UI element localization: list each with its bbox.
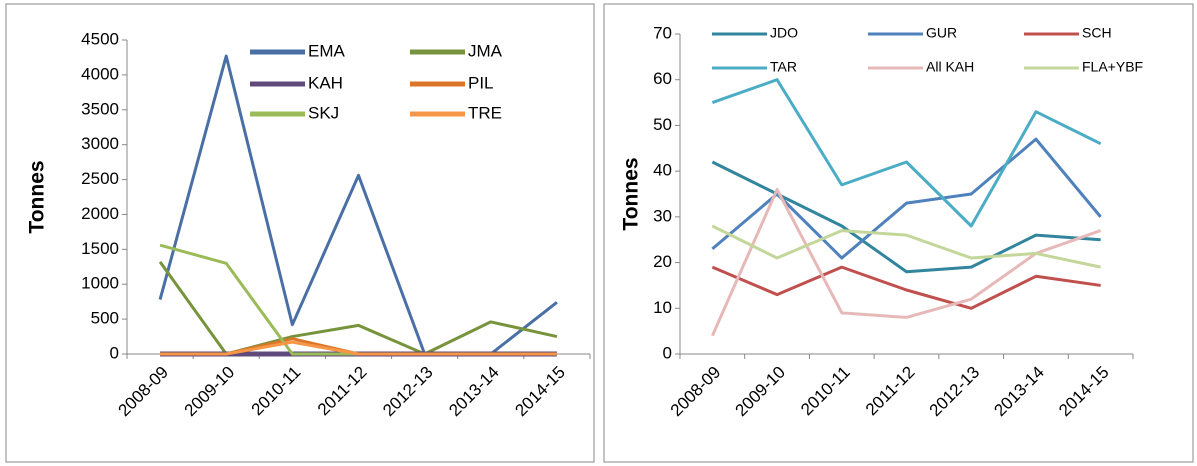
x-tick-label: 2009-10	[732, 363, 790, 421]
x-tick-label: 2011-12	[314, 363, 371, 420]
x-tick-label: 2014-15	[1055, 363, 1113, 421]
legend-label: KAH	[308, 73, 343, 92]
y-tick-label: 0	[663, 343, 672, 362]
y-tick-label: 2000	[81, 204, 119, 223]
legend-label: SCH	[1082, 25, 1112, 41]
series-line	[711, 224, 1101, 269]
x-tick-label: 2013-14	[445, 363, 503, 421]
series-line	[158, 54, 558, 356]
y-axis-label: Tonnes	[620, 157, 643, 230]
series-line	[711, 78, 1102, 228]
x-tick-label: 2014-15	[511, 363, 569, 421]
y-tick-label: 3000	[81, 134, 119, 153]
y-tick-label: 60	[653, 69, 672, 88]
x-tick-label: 2012-13	[379, 363, 437, 421]
y-tick-label: 70	[653, 23, 672, 42]
series-line	[710, 187, 1102, 337]
legend-label: TRE	[468, 103, 502, 122]
legend-label: All KAH	[926, 59, 974, 75]
x-tick-label: 2009-10	[181, 363, 239, 421]
chart-border	[5, 3, 595, 463]
legend-label: EMA	[308, 41, 346, 60]
series-line	[158, 261, 558, 356]
y-tick-label: 10	[653, 298, 672, 317]
series-line	[159, 243, 557, 356]
x-tick-label: 2012-13	[926, 363, 984, 421]
x-tick-label: 2010-11	[797, 363, 854, 420]
y-tick-label: 0	[110, 343, 119, 362]
y-tick-label: 500	[91, 309, 119, 328]
y-tick-label: 2500	[81, 169, 119, 188]
series-line	[160, 340, 557, 356]
x-tick-label: 2008-09	[667, 363, 725, 421]
y-tick-label: 40	[653, 161, 672, 180]
y-tick-label: 30	[653, 206, 672, 225]
x-tick-label: 2008-09	[115, 363, 173, 421]
y-tick-label: 3500	[81, 99, 119, 118]
chart-border	[603, 3, 1194, 463]
x-tick-label: 2010-11	[248, 363, 305, 420]
y-tick-label: 20	[653, 252, 672, 271]
series-line	[711, 137, 1102, 260]
legend-label: GUR	[926, 25, 957, 41]
legend-label: TAR	[770, 59, 797, 75]
y-tick-label: 4500	[81, 29, 119, 48]
x-tick-label: 2011-12	[862, 363, 919, 420]
y-tick-label: 1500	[81, 239, 119, 258]
y-tick-label: 1000	[81, 274, 119, 293]
y-tick-label: 4000	[81, 64, 119, 83]
y-axis-label: Tonnes	[26, 160, 49, 233]
legend-label: SKJ	[308, 103, 339, 122]
x-tick-label: 2013-14	[990, 363, 1048, 421]
y-tick-label: 50	[653, 115, 672, 134]
series-line	[711, 265, 1101, 310]
legend-label: JMA	[468, 41, 503, 60]
legend-label: FLA+YBF	[1082, 59, 1143, 75]
legend-label: PIL	[468, 73, 494, 92]
legend-label: JDO	[770, 25, 798, 41]
